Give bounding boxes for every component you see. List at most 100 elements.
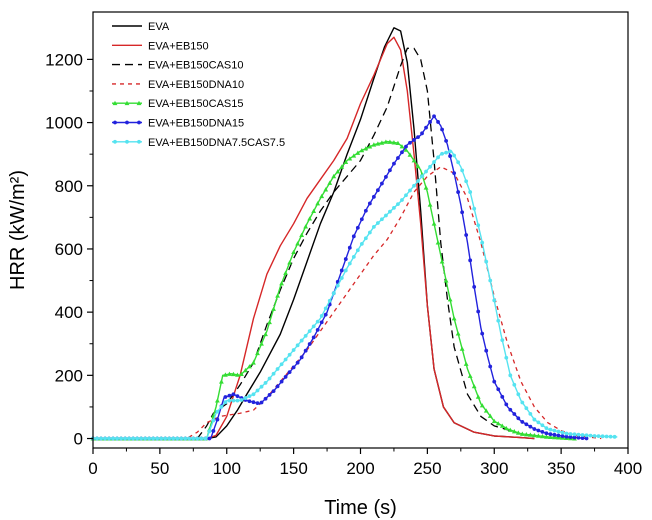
series-marker bbox=[223, 372, 228, 377]
series-marker bbox=[388, 209, 392, 214]
series-marker bbox=[215, 417, 220, 422]
series-marker bbox=[380, 217, 384, 222]
series-marker bbox=[171, 436, 176, 441]
series-marker bbox=[339, 268, 344, 273]
series-marker bbox=[548, 427, 553, 432]
series-marker bbox=[399, 144, 405, 149]
series-marker bbox=[363, 236, 368, 241]
series-marker bbox=[511, 429, 517, 434]
y-tick-label: 0 bbox=[74, 430, 83, 449]
series-marker bbox=[275, 384, 280, 389]
series-marker bbox=[612, 434, 617, 439]
series-marker bbox=[404, 193, 408, 198]
series-marker bbox=[211, 429, 216, 433]
series-marker bbox=[463, 361, 469, 366]
series-marker bbox=[479, 403, 485, 408]
series-marker bbox=[367, 230, 372, 235]
series-marker bbox=[464, 233, 469, 237]
legend-item: EVA+EB150 bbox=[112, 40, 209, 52]
legend-label: EVA bbox=[148, 21, 170, 33]
series-marker bbox=[512, 382, 517, 387]
series-marker bbox=[500, 394, 505, 399]
series-marker bbox=[448, 149, 453, 154]
series-marker bbox=[500, 338, 505, 343]
series-marker bbox=[331, 291, 336, 296]
series-marker bbox=[408, 140, 412, 145]
series-marker bbox=[163, 436, 168, 441]
series-marker bbox=[544, 434, 549, 439]
series-marker bbox=[504, 355, 509, 360]
series-marker bbox=[123, 436, 127, 441]
series-marker bbox=[307, 342, 312, 346]
legend-marker bbox=[125, 120, 129, 125]
series-marker bbox=[267, 376, 272, 381]
series-marker bbox=[219, 405, 224, 409]
series-marker bbox=[219, 379, 224, 384]
series-marker bbox=[411, 158, 417, 163]
series-marker bbox=[327, 180, 333, 185]
series-marker bbox=[311, 324, 316, 329]
x-tick-label: 350 bbox=[547, 459, 575, 478]
series-marker bbox=[495, 421, 501, 426]
series-marker bbox=[432, 114, 436, 119]
series-marker bbox=[444, 150, 448, 155]
series-marker bbox=[111, 436, 115, 441]
y-tick-label: 1000 bbox=[45, 114, 83, 133]
series-marker bbox=[388, 168, 392, 173]
series-marker bbox=[295, 360, 300, 365]
y-tick-label: 600 bbox=[55, 240, 83, 259]
series-marker bbox=[191, 436, 196, 441]
series-marker bbox=[468, 258, 473, 263]
series-marker bbox=[291, 348, 296, 352]
series-marker bbox=[247, 394, 252, 399]
series-marker bbox=[275, 367, 280, 371]
series-marker bbox=[568, 435, 573, 440]
series-marker bbox=[544, 431, 549, 436]
series-marker bbox=[315, 327, 320, 332]
legend-marker bbox=[136, 100, 142, 106]
series-marker bbox=[564, 431, 569, 436]
series-marker bbox=[536, 428, 541, 433]
series-marker bbox=[127, 436, 132, 441]
series-marker bbox=[523, 432, 529, 437]
legend-marker bbox=[125, 139, 129, 144]
series-marker bbox=[472, 206, 477, 211]
series-line bbox=[93, 150, 618, 440]
series-marker bbox=[380, 181, 384, 186]
series-marker bbox=[456, 160, 461, 165]
legend-item: EVA+EB150CAS15 bbox=[112, 98, 244, 110]
series-marker bbox=[467, 373, 473, 378]
series-4 bbox=[90, 139, 577, 441]
series-marker bbox=[339, 276, 344, 280]
series-marker bbox=[147, 436, 152, 441]
series-marker bbox=[263, 331, 268, 337]
series-marker bbox=[319, 193, 325, 199]
series-marker bbox=[387, 139, 393, 144]
series-marker bbox=[279, 379, 284, 384]
series-marker bbox=[103, 436, 107, 441]
series-marker bbox=[403, 147, 409, 152]
series-marker bbox=[396, 202, 400, 206]
series-marker bbox=[311, 335, 316, 340]
series-marker bbox=[568, 432, 573, 436]
series-marker bbox=[367, 201, 372, 206]
series-marker bbox=[503, 425, 509, 431]
series-marker bbox=[199, 436, 204, 441]
series-marker bbox=[383, 139, 389, 144]
series-marker bbox=[487, 413, 493, 418]
legend-item: EVA bbox=[112, 21, 170, 33]
series-marker bbox=[255, 350, 260, 356]
series-marker bbox=[392, 161, 396, 166]
series-3 bbox=[93, 166, 602, 440]
series-marker bbox=[448, 154, 453, 158]
series-marker bbox=[155, 436, 160, 441]
series-marker bbox=[255, 388, 260, 393]
series-marker bbox=[484, 259, 489, 264]
series-marker bbox=[400, 198, 404, 202]
series-marker bbox=[259, 341, 264, 346]
series-marker bbox=[396, 156, 400, 160]
series-marker bbox=[235, 398, 240, 403]
y-axis-title: HRR (kW/m²) bbox=[7, 170, 29, 290]
legend-item: EVA+EB150DNA15 bbox=[112, 118, 244, 130]
series-marker bbox=[492, 298, 497, 303]
